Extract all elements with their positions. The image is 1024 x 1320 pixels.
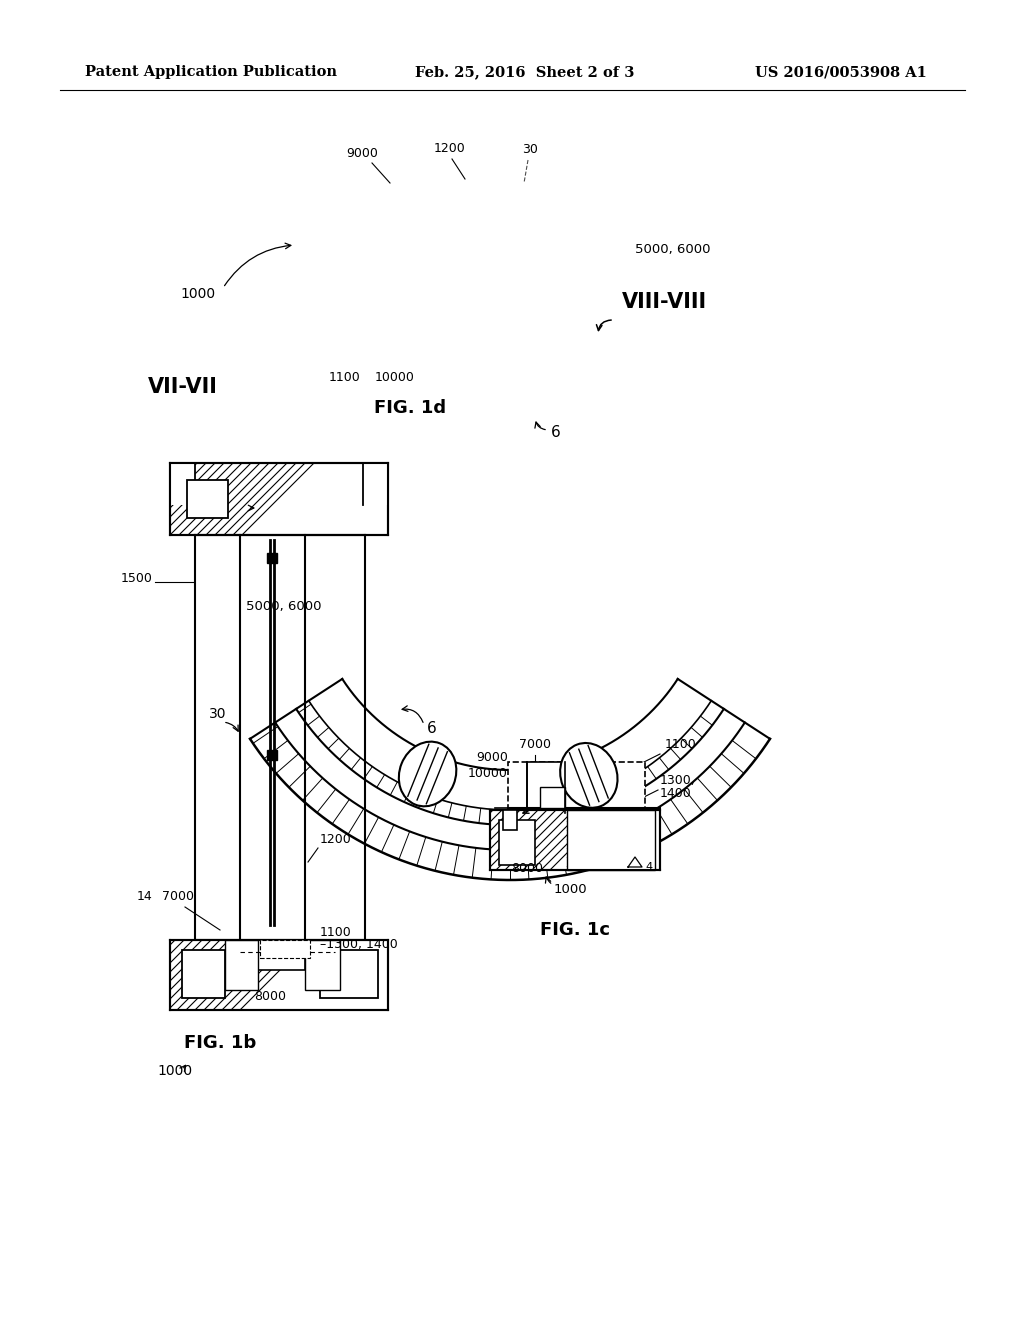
Bar	[267, 553, 278, 564]
Bar	[187, 480, 228, 517]
Text: 1200: 1200	[434, 143, 466, 154]
Text: 1100: 1100	[319, 927, 352, 939]
Text: 6: 6	[551, 425, 561, 440]
Text: 5000, 6000: 5000, 6000	[635, 243, 711, 256]
Text: FIG. 1b: FIG. 1b	[184, 1034, 256, 1052]
Bar	[362, 463, 388, 506]
Text: 30: 30	[522, 143, 538, 156]
Bar	[170, 940, 388, 1010]
Text: 10000: 10000	[375, 371, 415, 384]
Text: 1300,: 1300,	[660, 774, 695, 787]
Text: 1400: 1400	[660, 787, 692, 800]
Text: FIG. 1d: FIG. 1d	[374, 399, 446, 417]
Text: FIG. 1c: FIG. 1c	[540, 921, 610, 939]
Text: 1000: 1000	[553, 883, 587, 896]
Text: Patent Application Publication: Patent Application Publication	[85, 65, 337, 79]
Bar	[508, 762, 645, 808]
Bar	[267, 750, 278, 760]
Text: 30: 30	[209, 708, 226, 721]
Bar	[182, 950, 225, 998]
Text: VII-VII: VII-VII	[148, 378, 218, 397]
Ellipse shape	[560, 743, 617, 808]
Bar	[499, 820, 535, 865]
Text: 1100: 1100	[329, 371, 360, 384]
Bar	[240, 940, 305, 970]
Bar	[490, 810, 660, 870]
Bar	[260, 940, 310, 958]
Text: 1500: 1500	[121, 572, 153, 585]
Text: 1000: 1000	[158, 1064, 193, 1078]
Text: 9000: 9000	[346, 147, 378, 160]
Text: 1200: 1200	[319, 833, 352, 846]
Bar	[225, 940, 258, 990]
Text: Feb. 25, 2016  Sheet 2 of 3: Feb. 25, 2016 Sheet 2 of 3	[415, 65, 635, 79]
Text: 9000: 9000	[476, 751, 508, 764]
Text: 4: 4	[645, 862, 652, 873]
Text: US 2016/0053908 A1: US 2016/0053908 A1	[755, 65, 927, 79]
Bar	[170, 463, 388, 535]
Text: 1100: 1100	[665, 738, 696, 751]
Bar	[567, 810, 655, 870]
Text: 10000: 10000	[468, 767, 508, 780]
Text: 1000: 1000	[180, 286, 216, 301]
Text: 8000: 8000	[511, 862, 543, 875]
Text: 6: 6	[427, 721, 437, 737]
Ellipse shape	[398, 742, 457, 807]
Bar	[319, 950, 378, 998]
Text: 7000: 7000	[162, 890, 194, 903]
Bar	[527, 762, 565, 808]
Bar	[305, 940, 340, 990]
Bar	[503, 810, 517, 830]
Text: 5000, 6000: 5000, 6000	[246, 601, 322, 612]
Text: –1300, 1400: –1300, 1400	[319, 939, 397, 950]
Text: 14: 14	[136, 890, 152, 903]
Text: VIII-VIII: VIII-VIII	[622, 292, 708, 312]
Bar	[170, 463, 195, 506]
Bar	[540, 787, 565, 808]
Text: 8000: 8000	[254, 990, 286, 1003]
Text: 7000: 7000	[519, 738, 551, 751]
